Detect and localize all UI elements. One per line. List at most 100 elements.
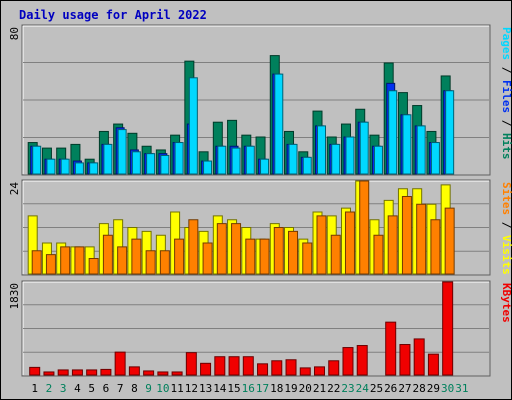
- pages-bar: [89, 162, 99, 175]
- pages-bar: [160, 155, 170, 175]
- pages-bar: [146, 153, 156, 175]
- x-axis-day-label: 22: [327, 382, 340, 395]
- x-axis-day-label: 25: [370, 382, 383, 395]
- pages-bar: [60, 158, 70, 175]
- kbytes-bar: [413, 338, 425, 376]
- pages-bar: [131, 151, 141, 175]
- sites-bar: [188, 219, 199, 275]
- pages-bar: [274, 73, 284, 175]
- sites-bar: [131, 238, 142, 275]
- sites-bar: [273, 227, 284, 275]
- kbytes-bar: [271, 360, 283, 376]
- pages-bar: [388, 90, 398, 175]
- sites-bar: [45, 254, 56, 275]
- kbytes-bar: [399, 344, 411, 376]
- pages-bar: [103, 143, 113, 175]
- sites-bar: [231, 223, 242, 275]
- x-axis-day-label: 21: [313, 382, 326, 395]
- x-axis-day-label: 11: [170, 382, 183, 395]
- pages-bar: [46, 158, 56, 175]
- kbytes-bar: [43, 371, 55, 376]
- sites-bar: [387, 215, 398, 275]
- visits-legend-label: Sites / Visits: [500, 182, 512, 275]
- x-axis-day-label: 15: [227, 382, 240, 395]
- pages-bar: [416, 125, 426, 175]
- x-axis-day-label: 19: [284, 382, 297, 395]
- pages-bar: [74, 162, 84, 175]
- traffic-legend-part: /: [500, 60, 512, 80]
- kbytes-bar: [200, 362, 212, 376]
- sites-bar: [430, 219, 441, 275]
- pages-bar: [203, 160, 213, 175]
- x-axis-day-label: 27: [398, 382, 411, 395]
- x-axis-day-label: 8: [131, 382, 138, 395]
- x-axis-day-label: 26: [384, 382, 397, 395]
- pages-bar: [217, 145, 227, 175]
- pages-bar: [302, 156, 312, 175]
- x-axis-day-label: 20: [299, 382, 312, 395]
- sites-bar: [302, 242, 313, 275]
- kbytes-bar: [356, 345, 368, 376]
- kbytes-panel: 1830 KBytes: [8, 280, 512, 377]
- sites-bar: [444, 207, 455, 275]
- sites-bar: [330, 234, 341, 275]
- sites-bar: [416, 203, 427, 275]
- sites-bar: [102, 234, 113, 275]
- x-axis-day-label: 5: [88, 382, 95, 395]
- x-axis-day-label: 24: [356, 382, 370, 395]
- x-axis-day-label: 6: [103, 382, 110, 395]
- kbytes-bar: [157, 371, 169, 376]
- chart-title: Daily usage for April 2022: [19, 8, 207, 22]
- x-axis-day-label: 13: [199, 382, 212, 395]
- x-axis-day-label: 29: [427, 382, 440, 395]
- pages-bar: [117, 129, 127, 175]
- pages-bar: [317, 125, 326, 175]
- sites-bar: [259, 238, 270, 275]
- x-axis-day-label: 16: [242, 382, 255, 395]
- sites-bar: [174, 238, 185, 275]
- x-axis-day-label: 1: [31, 382, 38, 395]
- sites-bar: [88, 258, 99, 275]
- visits-legend-part: /: [500, 215, 512, 235]
- kbytes-bar: [214, 356, 226, 376]
- visits-legend-part: Sites: [500, 182, 512, 215]
- sites-bar: [159, 250, 170, 275]
- sites-bar: [60, 246, 71, 275]
- sites-bar: [288, 230, 299, 275]
- kbytes-bar: [228, 356, 240, 376]
- traffic-legend-part: Pages: [500, 27, 512, 60]
- sites-bar: [344, 211, 355, 275]
- kbytes-bar: [285, 359, 297, 376]
- x-axis-day-label: 7: [117, 382, 124, 395]
- kbytes-bar: [342, 347, 354, 376]
- x-axis-day-label: 31: [455, 382, 468, 395]
- pages-bar: [288, 143, 298, 175]
- sites-bar: [245, 238, 256, 275]
- pages-bar: [231, 147, 241, 175]
- x-axis-day-label: 17: [256, 382, 269, 395]
- x-axis-day-label: 3: [60, 382, 67, 395]
- sites-bar: [316, 215, 327, 275]
- x-axis-day-label: 28: [413, 382, 426, 395]
- sites-bar: [117, 246, 128, 275]
- x-axis-day-label: 12: [185, 382, 198, 395]
- x-axis-day-label: 23: [341, 382, 354, 395]
- x-axis-day-label: 4: [74, 382, 81, 395]
- pages-bar: [345, 136, 355, 175]
- kbytes-bar: [143, 370, 155, 376]
- x-axis-day-label: 14: [213, 382, 227, 395]
- kbytes-bar: [427, 353, 439, 376]
- kbytes-bar: [314, 366, 325, 376]
- kbytes-bar: [299, 367, 311, 376]
- traffic-panel: 80 Pages / Files / Hits: [8, 24, 512, 176]
- pages-bar: [331, 143, 341, 175]
- kbytes-bar: [242, 356, 254, 376]
- pages-bar: [32, 145, 42, 175]
- pages-bar: [430, 142, 440, 175]
- pages-bar: [373, 145, 383, 175]
- kbytes-ymax-label: 1830: [8, 283, 21, 310]
- x-axis-day-label: 2: [46, 382, 53, 395]
- traffic-legend-part: Hits: [500, 133, 512, 160]
- kbytes-bar: [442, 281, 454, 376]
- x-axis-day-label: 18: [270, 382, 283, 395]
